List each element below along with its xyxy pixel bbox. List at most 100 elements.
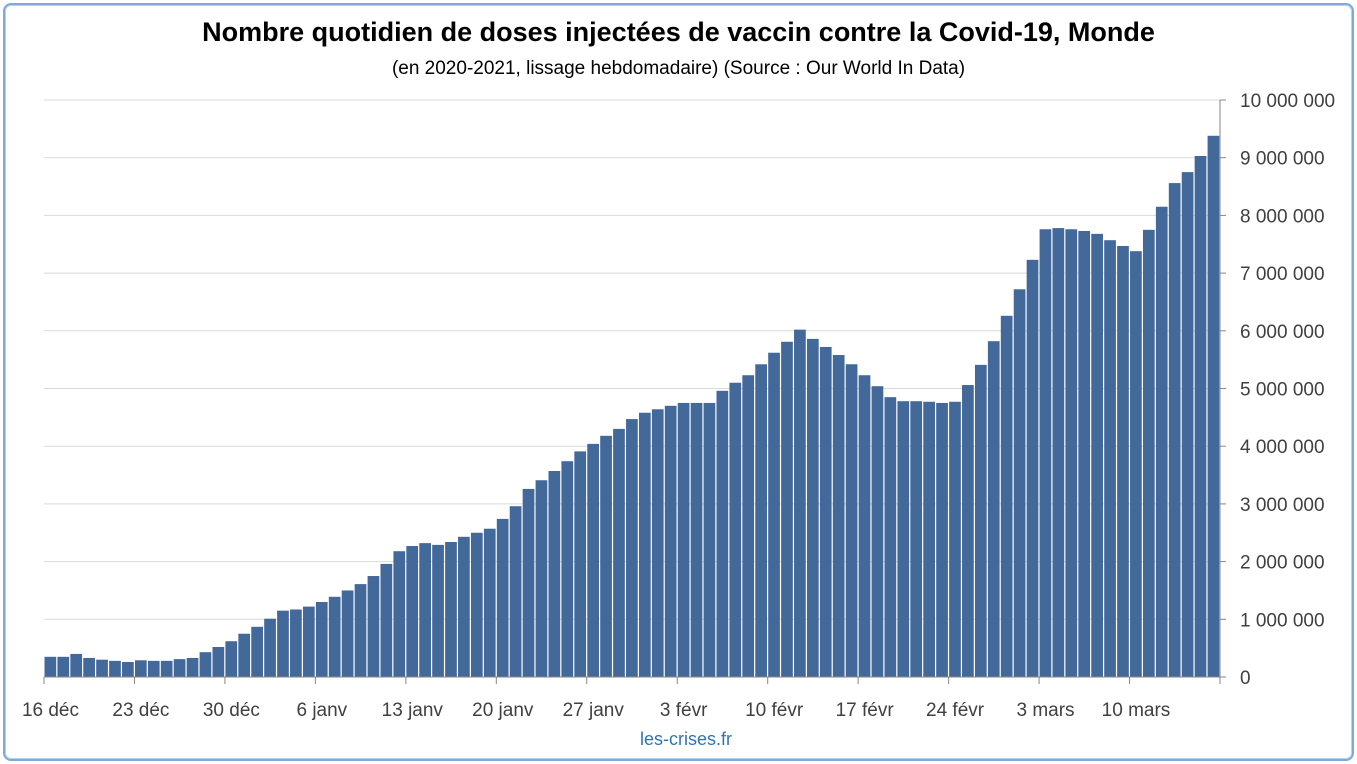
bar (613, 428, 625, 677)
x-tick-label: 13 janv (382, 700, 444, 721)
bar (819, 346, 832, 677)
bar (212, 646, 225, 677)
bar (858, 375, 871, 677)
bar (328, 596, 341, 677)
bar (1130, 251, 1142, 677)
bar (716, 390, 729, 677)
source-footer[interactable]: les-crises.fr (639, 729, 732, 749)
bar (57, 656, 70, 677)
bar (574, 451, 587, 677)
bar (315, 601, 328, 677)
bar (923, 401, 935, 677)
x-tick-label: 16 déc (22, 700, 79, 721)
bar (264, 618, 276, 677)
bar (806, 338, 819, 677)
bar (600, 435, 612, 677)
bar (1207, 135, 1220, 678)
bar (651, 409, 664, 677)
bar (871, 386, 884, 677)
bar (755, 364, 767, 677)
bar (509, 506, 522, 677)
bar (535, 480, 548, 677)
bar (470, 532, 483, 677)
y-tick-label: 2 000 000 (1240, 553, 1325, 574)
y-tick-label: 1 000 000 (1240, 610, 1325, 631)
bar (380, 563, 393, 677)
bar (910, 401, 923, 677)
bar (199, 652, 212, 677)
y-tick-label: 8 000 000 (1240, 206, 1325, 227)
y-tick-label: 7 000 000 (1240, 264, 1325, 285)
bar (522, 488, 535, 677)
bar (238, 633, 251, 677)
x-tick-label: 6 janv (296, 700, 347, 721)
chart-title: Nombre quotidien de doses injectées de v… (202, 17, 1155, 47)
bar (109, 660, 121, 677)
bar (1142, 229, 1155, 677)
bar (1194, 155, 1207, 677)
bar (445, 541, 457, 677)
chart-frame (3, 3, 1354, 761)
bar (626, 419, 638, 677)
bar (1181, 172, 1194, 677)
bar (794, 329, 806, 677)
bar (225, 641, 238, 677)
bar (690, 402, 703, 677)
bar (1117, 245, 1129, 677)
bar (677, 402, 690, 677)
bar (393, 551, 406, 677)
bar (251, 626, 263, 677)
bar (134, 660, 147, 677)
y-tick-label: 6 000 000 (1240, 322, 1325, 343)
bar (1091, 233, 1103, 677)
bar (1104, 240, 1116, 677)
x-tick-label: 24 févr (926, 700, 985, 721)
bar (96, 659, 108, 677)
x-tick-label: 20 janv (472, 700, 534, 721)
bar (561, 461, 574, 677)
bar (1065, 229, 1078, 678)
x-tick-label: 23 déc (112, 700, 169, 721)
bar (1026, 259, 1039, 677)
bar (83, 657, 95, 677)
bar (587, 443, 599, 677)
bar (962, 385, 974, 677)
bar (419, 543, 431, 677)
y-tick-label: 0 (1240, 668, 1251, 689)
bar (884, 397, 897, 677)
bar (302, 606, 315, 677)
x-tick-label: 30 déc (203, 700, 260, 721)
bar (664, 405, 677, 677)
bar (147, 660, 160, 677)
bar (987, 341, 1000, 677)
bar (638, 412, 651, 677)
bar (1013, 289, 1026, 677)
y-tick-label: 10 000 000 (1240, 91, 1335, 112)
bar (949, 401, 961, 677)
chart-subtitle: (en 2020-2021, lissage hebdomadaire) (So… (391, 58, 966, 79)
bar (44, 656, 57, 677)
bar (548, 471, 561, 677)
bar (277, 610, 289, 677)
bar (897, 401, 910, 677)
bar (1039, 229, 1052, 678)
bar (173, 659, 186, 677)
bar (729, 382, 742, 677)
bar (122, 661, 134, 677)
bar (160, 660, 173, 677)
bar (1155, 206, 1168, 677)
y-tick-label: 9 000 000 (1240, 149, 1325, 170)
bar (483, 528, 496, 677)
y-tick-label: 4 000 000 (1240, 437, 1325, 458)
bar (845, 364, 858, 677)
bar (768, 352, 780, 677)
x-tick-label: 27 janv (563, 700, 625, 721)
bar (432, 544, 444, 677)
bar (406, 546, 419, 677)
bar (1052, 228, 1065, 677)
bar (458, 536, 470, 677)
y-tick-label: 3 000 000 (1240, 495, 1325, 516)
bar (290, 609, 302, 677)
bar (742, 375, 755, 677)
